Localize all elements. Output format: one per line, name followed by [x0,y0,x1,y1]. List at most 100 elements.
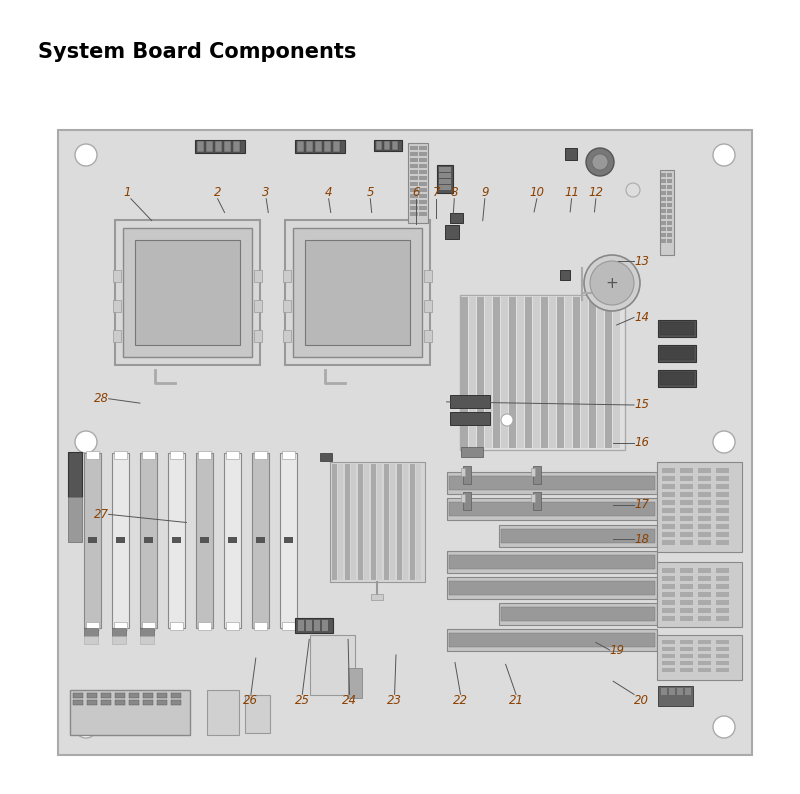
Bar [410,152,418,156]
Bar [667,209,672,213]
Bar [662,500,675,505]
Text: 9: 9 [481,186,489,198]
Bar [461,468,465,476]
Bar [424,330,432,342]
Text: 19: 19 [610,643,625,657]
Bar [196,453,213,628]
Bar [667,227,672,231]
Bar [657,562,742,627]
Bar [297,141,304,152]
Bar [698,524,711,529]
Bar [680,576,693,581]
Bar [322,620,328,631]
Bar [224,141,231,152]
Bar [499,603,657,625]
Bar [501,607,655,621]
Bar [605,297,612,448]
Circle shape [584,255,640,311]
Bar [661,203,666,207]
Bar [447,472,657,494]
Bar [84,628,98,636]
Bar [449,555,655,569]
Bar [485,297,492,448]
Bar [113,270,121,282]
Bar [419,164,427,168]
Bar [114,622,127,630]
Bar [658,686,693,706]
Bar [661,209,666,213]
Bar [662,640,675,644]
Bar [698,516,711,521]
Bar [698,500,711,505]
Circle shape [586,148,614,176]
Bar [86,451,99,459]
Bar [254,300,262,312]
Bar [439,173,451,178]
Circle shape [75,431,97,453]
Bar [113,330,121,342]
Bar [73,693,83,698]
Bar [661,233,666,237]
Bar [662,524,675,529]
Bar [374,140,402,151]
Bar [314,620,320,631]
Bar [698,576,711,581]
Bar [698,592,711,597]
Bar [256,537,265,543]
Bar [667,191,672,195]
Bar [364,464,369,580]
Bar [282,622,295,630]
Bar [613,297,620,448]
Bar [324,141,331,152]
Bar [348,668,362,698]
Circle shape [501,414,513,426]
Bar [283,300,291,312]
Bar [461,494,465,502]
Bar [283,330,291,342]
Bar [254,330,262,342]
Bar [419,194,427,198]
Text: 2: 2 [214,186,222,198]
Bar [661,227,666,231]
Bar [419,200,427,204]
Bar [419,176,427,180]
Bar [549,297,556,448]
Bar [461,447,483,457]
Bar [698,600,711,605]
Bar [463,492,471,510]
Bar [501,529,655,543]
Bar [517,297,524,448]
Bar [306,620,312,631]
Bar [716,524,729,529]
Bar [371,594,383,600]
Bar [662,484,675,489]
Bar [589,297,596,448]
Bar [531,468,535,476]
Bar [716,508,729,513]
Text: 20: 20 [634,695,649,707]
Bar [449,581,655,595]
Bar [662,616,675,621]
Bar [698,484,711,489]
Bar [680,516,693,521]
Bar [384,141,390,150]
Bar [680,484,693,489]
Bar [172,537,181,543]
Bar [144,537,153,543]
Bar [449,476,655,490]
Bar [662,647,675,651]
Bar [531,494,535,502]
Bar [112,453,129,628]
Bar [716,476,729,481]
Bar [667,203,672,207]
Bar [86,622,99,630]
Bar [447,629,657,651]
Bar [295,140,345,153]
Bar [680,508,693,513]
Bar [698,532,711,537]
Bar [662,576,675,581]
Bar [680,524,693,529]
Bar [200,537,209,543]
Bar [116,537,125,543]
Text: 8: 8 [450,186,458,198]
